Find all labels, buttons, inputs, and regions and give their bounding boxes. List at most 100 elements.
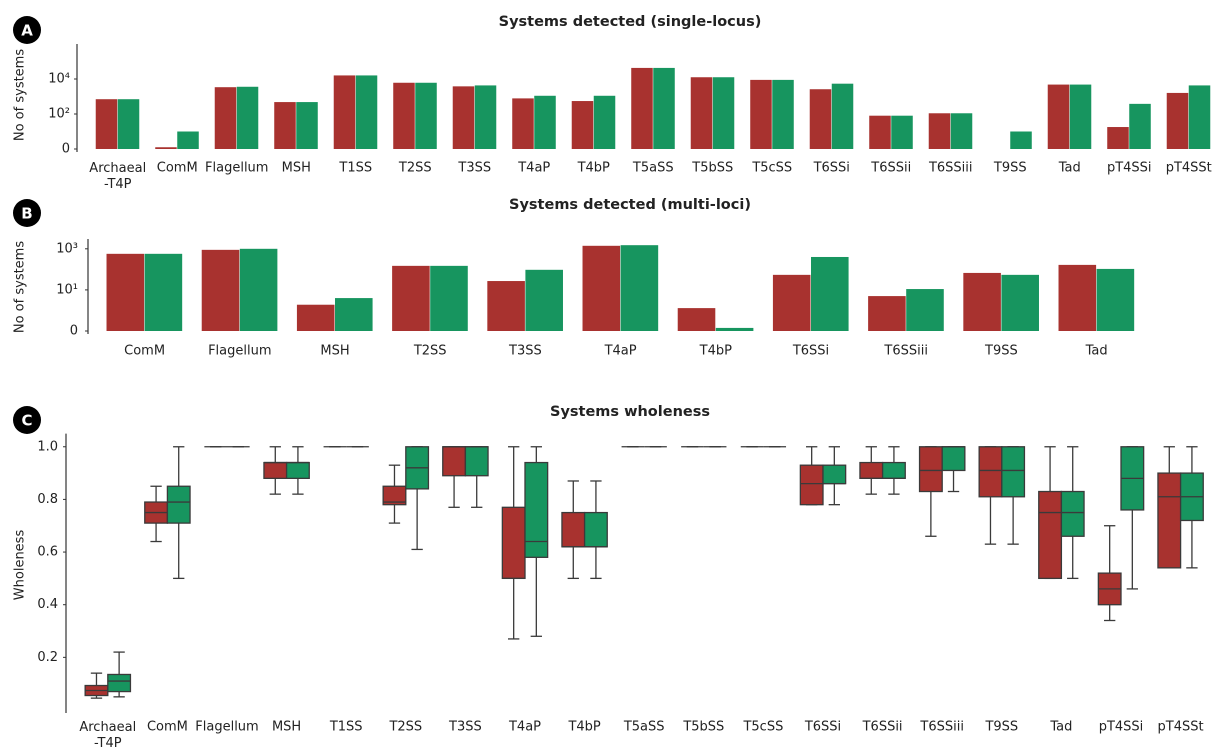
panel-label: C xyxy=(21,412,32,430)
x-tick-label: T6SSiii xyxy=(883,344,928,359)
bar xyxy=(750,79,772,149)
chart-title: Systems wholeness xyxy=(550,404,710,420)
panel-badge xyxy=(13,199,41,227)
x-tick-label: T5cSS xyxy=(742,720,783,735)
x-tick-label: T5cSS xyxy=(751,161,792,176)
bar xyxy=(571,101,594,149)
x-tick-label: T6SSi xyxy=(804,720,841,735)
chart-title: Systems detected (single-locus) xyxy=(499,14,762,30)
x-tick-label: T3SS xyxy=(448,720,482,735)
x-tick-label: Flagellum xyxy=(205,161,268,176)
x-tick-label: T6SSii xyxy=(870,161,911,176)
bar xyxy=(1129,103,1151,149)
bar xyxy=(236,86,259,149)
x-tick-label: T4aP xyxy=(604,344,637,359)
y-tick-label: 0.2 xyxy=(37,650,58,665)
x-tick-label: Tad xyxy=(1058,161,1081,176)
y-tick-label: 0 xyxy=(70,324,78,339)
box xyxy=(382,485,407,506)
x-tick-label: T2SS xyxy=(413,344,447,359)
x-tick-label: T4bP xyxy=(699,344,732,359)
bar xyxy=(1058,264,1097,331)
y-tick-label: 0.6 xyxy=(37,545,58,560)
bar xyxy=(690,77,713,149)
bar xyxy=(430,265,468,331)
box xyxy=(799,464,824,506)
x-tick-label: T6SSii xyxy=(862,720,903,735)
x-tick-label: T9SS xyxy=(984,344,1018,359)
panel-label: A xyxy=(21,22,33,40)
x-tick-label: T9SS xyxy=(993,161,1027,176)
bar xyxy=(525,269,563,331)
bar xyxy=(809,89,832,149)
x-tick-label: T1SS xyxy=(329,720,363,735)
box xyxy=(918,446,943,493)
x-tick-label: T6SSi xyxy=(792,344,829,359)
y-axis-label: No of systems xyxy=(13,49,28,141)
x-tick-label: ComM xyxy=(157,161,198,176)
x-tick-label: T3SS xyxy=(508,344,542,359)
bar xyxy=(677,308,716,331)
x-tick-label: Tad xyxy=(1085,344,1108,359)
bar xyxy=(831,83,854,149)
y-tick-label: 10¹ xyxy=(56,282,78,297)
y-axis-label: No of systems xyxy=(13,241,28,333)
y-tick-label: 10³ xyxy=(56,241,78,256)
bar xyxy=(593,95,616,149)
x-tick-label: T5bSS xyxy=(682,720,724,735)
bar xyxy=(393,82,415,149)
bar xyxy=(415,82,437,149)
y-tick-label: 0.4 xyxy=(37,597,58,612)
bar xyxy=(452,86,475,149)
bar xyxy=(1010,131,1032,149)
x-tick-label: Tad xyxy=(1049,720,1072,735)
x-tick-label: MSH xyxy=(272,720,301,735)
x-tick-label: pT4SSi xyxy=(1107,161,1152,176)
bar xyxy=(333,75,356,149)
bar xyxy=(950,113,973,149)
box xyxy=(822,464,847,485)
bar xyxy=(891,115,913,149)
panel-badge xyxy=(13,406,41,434)
y-tick-label: 10⁴ xyxy=(48,72,70,87)
bar xyxy=(144,253,183,331)
bar xyxy=(772,79,794,149)
bar xyxy=(715,327,754,331)
bar xyxy=(214,87,237,149)
y-tick-label: 0 xyxy=(62,142,70,157)
y-tick-label: 1.0 xyxy=(37,439,58,454)
box xyxy=(881,461,906,480)
bar xyxy=(474,85,497,149)
box xyxy=(285,461,310,480)
box xyxy=(1001,446,1026,498)
panel-badge xyxy=(13,16,41,44)
box xyxy=(464,446,489,477)
bar xyxy=(487,281,525,331)
bar xyxy=(963,272,1001,331)
box xyxy=(524,461,549,558)
bar xyxy=(534,95,556,149)
box xyxy=(442,446,467,477)
box xyxy=(107,673,132,693)
x-tick-label: T2SS xyxy=(398,161,432,176)
box xyxy=(501,506,526,580)
bar xyxy=(296,304,335,331)
x-tick-label: pT4SSi xyxy=(1099,720,1144,735)
bar xyxy=(155,147,177,149)
x-tick-label: ComM xyxy=(147,720,188,735)
x-tick-label: T2SS xyxy=(388,720,422,735)
bar xyxy=(177,131,199,149)
bar xyxy=(631,67,653,149)
x-tick-label: T6SSi xyxy=(813,161,850,176)
y-tick-label: 10² xyxy=(48,107,70,122)
x-tick-label: T4bP xyxy=(577,161,610,176)
bar xyxy=(928,113,951,149)
bar xyxy=(653,67,675,149)
bar xyxy=(712,77,735,149)
x-tick-label: T5bSS xyxy=(691,161,733,176)
bar xyxy=(392,265,430,331)
bar xyxy=(1001,274,1039,331)
chart-title: Systems detected (multi-loci) xyxy=(509,197,751,213)
x-tick-label: T6SSiii xyxy=(919,720,964,735)
